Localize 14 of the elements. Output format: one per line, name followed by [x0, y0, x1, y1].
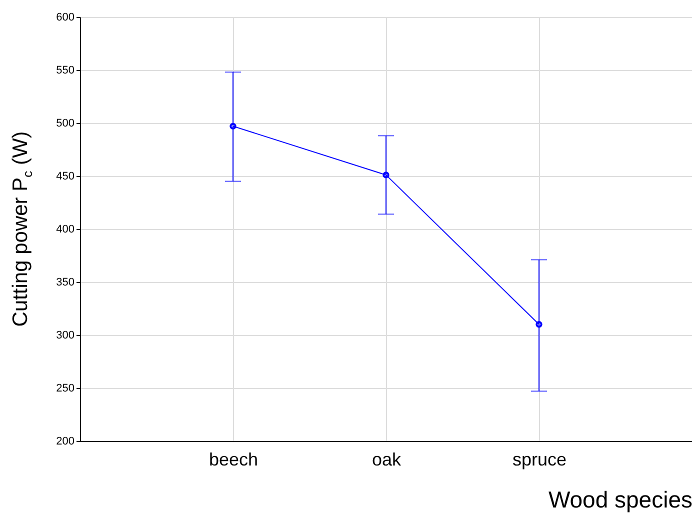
x-tick-label: beech	[208, 450, 258, 470]
y-tick-label: 600	[56, 12, 74, 24]
y-tick-label: 300	[56, 330, 74, 342]
y-tick-label: 250	[56, 382, 74, 394]
y-tick-label: 400	[56, 224, 74, 236]
y-tick-label: 350	[56, 276, 74, 288]
y-tick-label: 500	[56, 118, 74, 130]
y-tick-label: 550	[56, 64, 74, 76]
point	[382, 172, 390, 178]
x-tick-label: spruce	[512, 450, 567, 470]
y-tick-label: 450	[56, 170, 74, 182]
x-tick-label: oak	[372, 450, 402, 470]
x-axis-title: Wood species	[548, 486, 692, 512]
y-tick-label: 200	[56, 436, 74, 448]
